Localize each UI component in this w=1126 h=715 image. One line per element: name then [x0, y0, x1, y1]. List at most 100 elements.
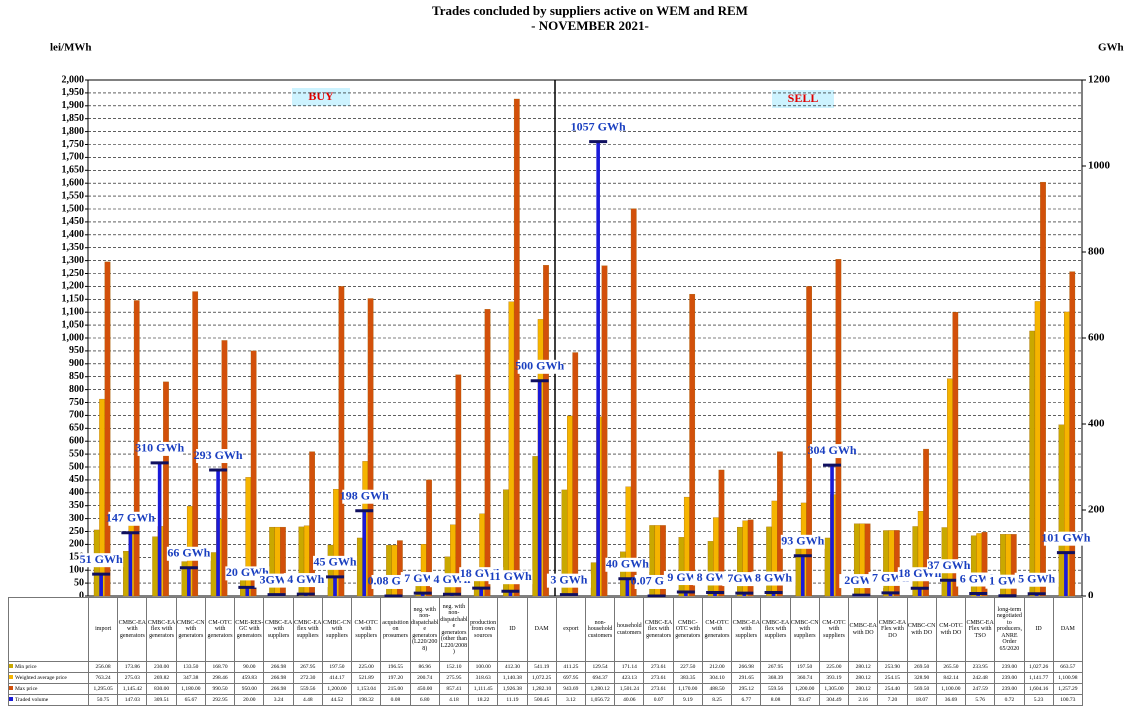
- category-label: CMBC-OTC with generators: [672, 597, 703, 662]
- table-value: 1,056.72: [584, 694, 616, 706]
- volume-label: 11 GWh: [489, 569, 532, 583]
- callout-box: [546, 573, 591, 588]
- data-row: Traded volume 50.75 147.03 309.51 65.67 292.9…: [8, 694, 1083, 706]
- legend-swatch: [9, 685, 13, 690]
- callout-box: [1014, 572, 1059, 587]
- table-value: 18.22: [468, 694, 499, 706]
- legend-label: Traded volume: [15, 696, 49, 703]
- table-value: 212.00: [701, 661, 733, 673]
- volume-bar: [128, 532, 133, 596]
- volume-label: 45 GWh: [314, 555, 357, 569]
- category-label: CMBC-CN with DO: [906, 597, 937, 662]
- table-value: 1,180.00: [175, 683, 206, 695]
- y-tick-label: 600: [69, 435, 84, 446]
- volume-bar: [333, 576, 337, 596]
- volume-bar: [537, 380, 542, 596]
- table-value: 254.15: [877, 672, 908, 684]
- y-tick-label: 400: [69, 487, 84, 498]
- table-value: 1,072.25: [526, 672, 557, 684]
- price-bar: [976, 533, 983, 597]
- price-bar: [426, 479, 432, 597]
- volume-bar: [216, 470, 220, 596]
- volume-bar: [830, 465, 834, 596]
- price-bar: [718, 469, 725, 597]
- volume-bar: [508, 591, 513, 596]
- category-label: CMBC-EA flex with generators: [146, 597, 177, 662]
- y-tick-label: 1,350: [62, 242, 85, 253]
- table-value: 1,926.38: [497, 683, 528, 695]
- volume-bar: [947, 580, 951, 596]
- table-value: 11.19: [497, 694, 528, 706]
- volume-bar: [187, 567, 191, 596]
- y-tick-label: 2,000: [62, 74, 85, 85]
- volume-bar: [888, 592, 893, 596]
- table-value: 943.69: [555, 683, 586, 695]
- table-value: 309.51: [146, 694, 177, 706]
- price-bar: [917, 510, 924, 597]
- price-bar: [590, 562, 597, 597]
- y-tick-label: 1,900: [62, 100, 85, 111]
- table-value: 1,257.29: [1052, 683, 1083, 695]
- table-value: 267.95: [292, 661, 323, 673]
- callout-box: [283, 573, 328, 588]
- table-value: 280.12: [848, 661, 879, 673]
- table-value: 569.50: [906, 683, 937, 695]
- volume-label: 1057 GWh: [571, 119, 626, 133]
- category-label: household customers: [614, 597, 645, 662]
- table-value: 291.65: [731, 672, 762, 684]
- price-bar: [163, 381, 169, 597]
- y-tick-label: 850: [69, 371, 84, 382]
- table-value: 559.56: [292, 683, 323, 695]
- table-value: 5.23: [1023, 694, 1054, 706]
- y-tick-label: 50: [74, 577, 84, 588]
- table-value: 9.19: [672, 694, 703, 706]
- table-value: 5.76: [965, 694, 996, 706]
- table-value: 40.06: [614, 694, 645, 706]
- table-value: 227.50: [672, 661, 703, 673]
- legend-label: Max price: [15, 685, 38, 692]
- category-label: CMBC-EA Flex with DO: [877, 597, 908, 662]
- volume-bar: [917, 588, 922, 596]
- table-value: 239.00: [994, 672, 1025, 684]
- price-bar: [970, 535, 977, 597]
- corner-cell: [8, 597, 89, 662]
- y-tick-label: 1,050: [62, 319, 85, 330]
- category-label: CM-OTC with generators: [204, 597, 236, 662]
- price-bar: [777, 451, 783, 597]
- volume-bar: [684, 592, 688, 596]
- table-value: 763.24: [87, 672, 119, 684]
- table-value: 1,153.04: [351, 683, 382, 695]
- table-value: 152.10: [438, 661, 470, 673]
- y-tick-label: 350: [69, 500, 84, 511]
- price-bar: [952, 312, 959, 597]
- price-bar: [1034, 301, 1041, 597]
- table-value: 280.12: [848, 683, 879, 695]
- table-value: 272.30: [292, 672, 323, 684]
- table-value: 100.00: [468, 661, 499, 673]
- category-label: production from own sources: [468, 597, 499, 662]
- callout-box: [1043, 531, 1088, 546]
- table-value: 197.20: [380, 672, 411, 684]
- callout-box: [780, 534, 825, 549]
- y2-tick-label: 600: [1088, 332, 1105, 344]
- callout-box: [313, 555, 358, 570]
- table-value: 1,604.16: [1023, 683, 1054, 695]
- callout-box: [196, 449, 241, 464]
- table-value: 133.50: [175, 661, 206, 673]
- table-value: 1,100.98: [1052, 672, 1083, 684]
- table-value: 247.59: [965, 683, 996, 695]
- category-label: export: [555, 597, 586, 662]
- volume-label: 8 GWh: [755, 570, 792, 584]
- volume-label: 4 GWh: [287, 572, 324, 586]
- table-value: 147.03: [117, 694, 148, 706]
- price-bar: [567, 415, 573, 597]
- table-value: 1,200.00: [789, 683, 820, 695]
- price-bar: [806, 286, 812, 597]
- table-value: 269.50: [906, 661, 937, 673]
- table-value: 1,282.10: [526, 683, 557, 695]
- y-tick-label: 1,000: [62, 332, 85, 343]
- category-label: neg. with non-dispatchable generators (L…: [409, 597, 440, 662]
- category-label: DAM: [526, 597, 557, 662]
- table-value: 273.61: [643, 661, 674, 673]
- y-tick-label: 1,850: [62, 113, 85, 124]
